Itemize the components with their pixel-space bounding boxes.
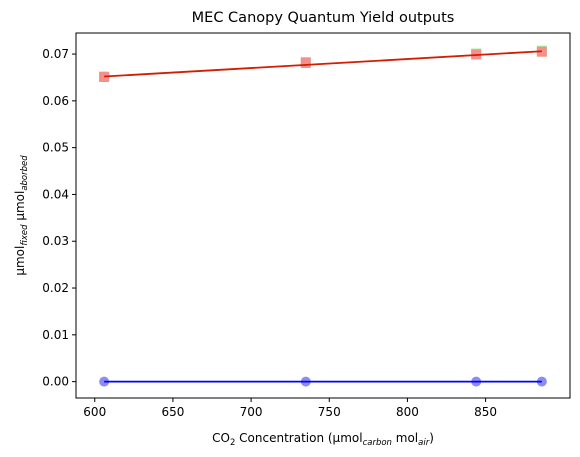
y-tick-label: 0.04 bbox=[42, 187, 69, 201]
y-tick-label: 0.07 bbox=[42, 47, 69, 61]
fit-line-0 bbox=[104, 50, 542, 78]
y-tick-label: 0.00 bbox=[42, 375, 69, 389]
chart-title: MEC Canopy Quantum Yield outputs bbox=[192, 10, 455, 26]
x-tick-label: 800 bbox=[396, 405, 419, 419]
x-tick-label: 750 bbox=[318, 405, 341, 419]
x-tick-label: 600 bbox=[83, 405, 106, 419]
y-tick-label: 0.03 bbox=[42, 234, 69, 248]
x-tick-label: 700 bbox=[240, 405, 263, 419]
y-tick-label: 0.01 bbox=[42, 328, 69, 342]
y-tick-label: 0.05 bbox=[42, 141, 69, 155]
y-tick-label: 0.06 bbox=[42, 94, 69, 108]
axes-frame bbox=[75, 32, 571, 399]
x-tick-label: 650 bbox=[161, 405, 184, 419]
y-tick-label: 0.02 bbox=[42, 281, 69, 295]
y-axis-label: µmolfixed​ µmolaborbed​ bbox=[13, 155, 30, 276]
plot-area bbox=[99, 45, 547, 387]
x-axis-label: CO2​ Concentration (µmolcarbon​ molair​) bbox=[212, 431, 434, 448]
x-tick-label: 850 bbox=[474, 405, 497, 419]
data-point bbox=[99, 71, 110, 82]
axes: 600 650 700 750 800 850 0.00 0.01 0.02 0.03 0.04 0.… bbox=[42, 32, 571, 419]
data-point bbox=[300, 57, 311, 68]
